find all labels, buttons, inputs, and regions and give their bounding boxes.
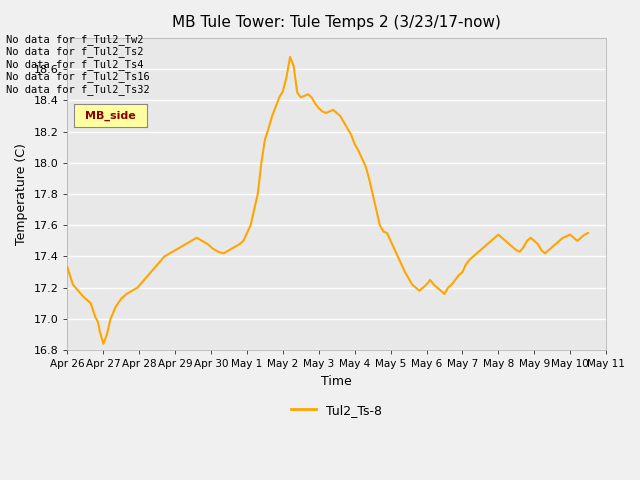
Y-axis label: Temperature (C): Temperature (C) (15, 143, 28, 245)
Legend: Tul2_Ts-8: Tul2_Ts-8 (286, 399, 387, 422)
Title: MB Tule Tower: Tule Temps 2 (3/23/17-now): MB Tule Tower: Tule Temps 2 (3/23/17-now… (172, 15, 501, 30)
Text: MB_side: MB_side (85, 110, 136, 121)
Text: No data for f_Tul2_Tw2
No data for f_Tul2_Ts2
No data for f_Tul2_Ts4
No data for: No data for f_Tul2_Tw2 No data for f_Tul… (6, 34, 150, 95)
X-axis label: Time: Time (321, 374, 352, 388)
